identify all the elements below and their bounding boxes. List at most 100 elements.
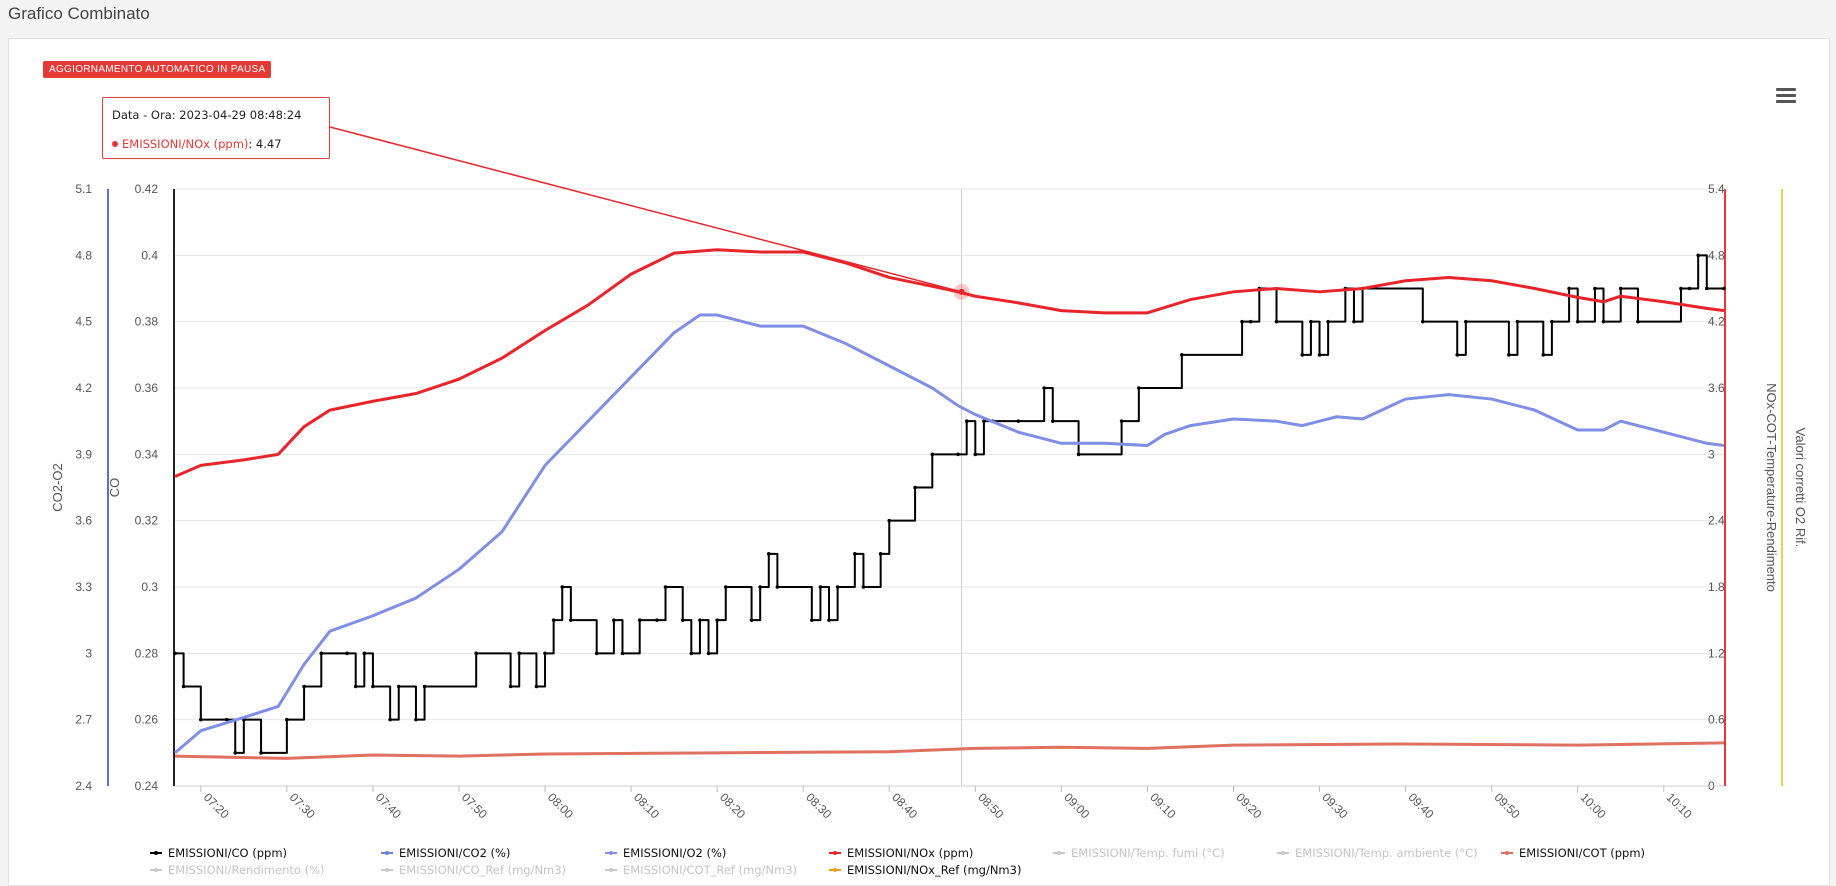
x-tick-label: 07:40 [373, 790, 404, 821]
right-axis-tick-label: 1.8 [1708, 580, 1725, 594]
x-tick-label: 09:40 [1405, 790, 1436, 821]
co-data-point [199, 717, 203, 722]
legend-label: EMISSIONI/COT_Ref (mg/Nm3) [623, 863, 798, 877]
legend-label: EMISSIONI/O2 (%) [623, 846, 727, 860]
co-data-point [655, 618, 659, 622]
co-data-point [1636, 319, 1640, 324]
co-data-point [1274, 319, 1279, 324]
co-tick-label: 0.32 [135, 514, 159, 528]
tooltip-dot-icon [112, 141, 118, 147]
co-data-point [388, 717, 392, 722]
co-data-point [1421, 319, 1425, 324]
co-data-point [551, 618, 556, 622]
co2-o2-tick-label: 3.6 [75, 514, 92, 528]
co-tick-label: 0.38 [135, 315, 159, 329]
co-data-point [1567, 286, 1571, 291]
co-data-point [1679, 286, 1683, 291]
co-data-point [422, 684, 427, 689]
co-data-point [827, 618, 831, 622]
x-tick-label: 08:30 [803, 790, 834, 821]
co-data-point [689, 651, 694, 656]
co-data-point [345, 651, 349, 656]
co-tick-label: 0.42 [135, 182, 159, 196]
co2-o2-tick-label: 3.3 [75, 580, 92, 594]
co-data-point [1550, 319, 1554, 324]
co-data-point [1137, 386, 1141, 390]
co-data-point [1119, 419, 1124, 423]
co-data-point [224, 717, 229, 722]
cot-series-line [174, 741, 1725, 760]
co-data-point [861, 585, 866, 589]
legend-label: EMISSIONI/Rendimento (%) [168, 863, 325, 877]
co-data-point [956, 452, 960, 457]
co-data-point [1593, 286, 1597, 291]
co-data-point [723, 585, 728, 589]
co-data-point [1042, 386, 1046, 390]
x-tick-label: 07:30 [287, 790, 318, 821]
co-data-point [173, 651, 177, 656]
hamburger-menu-icon[interactable] [1776, 88, 1796, 104]
tooltip-value: : 4.47 [248, 137, 282, 151]
co-data-point [1076, 452, 1081, 457]
co-data-point [1016, 419, 1021, 423]
x-tick-label: 09:20 [1233, 790, 1264, 821]
co2-o2-tick-label: 3 [85, 646, 92, 660]
chart-tooltip: Data - Ora: 2023-04-29 08:48:24 EMISSION… [102, 97, 330, 159]
co-data-point [414, 717, 418, 722]
co-data-point [698, 618, 702, 622]
co-data-point [1300, 353, 1305, 357]
co2-o2-tick-label: 4.5 [75, 315, 92, 329]
legend-swatch-dot [1281, 851, 1285, 855]
co-data-point [1696, 253, 1700, 258]
co-data-point [887, 518, 892, 523]
tooltip-series-name: EMISSIONI/NOx (ppm) [122, 137, 249, 151]
legend-label: EMISSIONI/COT (ppm) [1519, 846, 1646, 860]
co-data-point [982, 419, 986, 423]
co-data-point [1704, 286, 1709, 291]
co-data-point [1507, 353, 1511, 357]
co-data-point [285, 717, 289, 722]
co-data-point [396, 684, 401, 689]
co-data-point [835, 585, 840, 589]
tooltip-datetime: Data - Ora: 2023-04-29 08:48:24 [112, 108, 302, 122]
x-tick-label: 09:10 [1147, 790, 1178, 821]
x-tick-label: 08:50 [975, 790, 1006, 821]
co-data-point [1317, 353, 1322, 357]
x-tick-label: 07:50 [459, 790, 490, 821]
co-data-point [930, 452, 935, 457]
co-tick-label: 0.3 [141, 580, 158, 594]
co-data-point [371, 684, 375, 689]
co-data-point [181, 684, 186, 689]
x-tick-label: 10:00 [1578, 790, 1609, 821]
co-data-point [1515, 319, 1520, 324]
co-data-point [1618, 286, 1623, 291]
co-data-point [1309, 319, 1313, 324]
co-data-point [1464, 319, 1468, 324]
co-data-point [259, 751, 263, 755]
co-data-point [1722, 286, 1726, 291]
co-data-point [878, 552, 883, 556]
co2-o2-tick-label: 2.7 [75, 713, 92, 727]
co-data-point [749, 618, 754, 622]
co-data-point [560, 585, 565, 589]
co-data-point [1687, 286, 1692, 291]
co-tick-label: 0.34 [135, 447, 159, 461]
legend-swatch-dot [1057, 851, 1061, 855]
legend-swatch-dot [154, 851, 158, 855]
co-data-point [1455, 353, 1460, 357]
legend-swatch-dot [833, 851, 837, 855]
co-data-point [1248, 319, 1253, 324]
co-data-point [913, 485, 917, 490]
corrected-axis-title: Valori corretti O2 Rif. [1793, 428, 1808, 548]
co-tick-label: 0.24 [135, 779, 159, 793]
co-data-point [353, 684, 358, 689]
tooltip-highlight-point [958, 288, 965, 295]
co-data-point [766, 552, 771, 556]
co-data-point [474, 651, 478, 656]
tooltip-connector-line [329, 126, 962, 293]
co-data-point [508, 684, 513, 689]
co-data-point [1601, 319, 1606, 324]
legend-label: EMISSIONI/NOx_Ref (mg/Nm3) [847, 863, 1022, 877]
co-data-point [620, 651, 625, 656]
co2-o2-tick-label: 4.8 [75, 248, 92, 262]
